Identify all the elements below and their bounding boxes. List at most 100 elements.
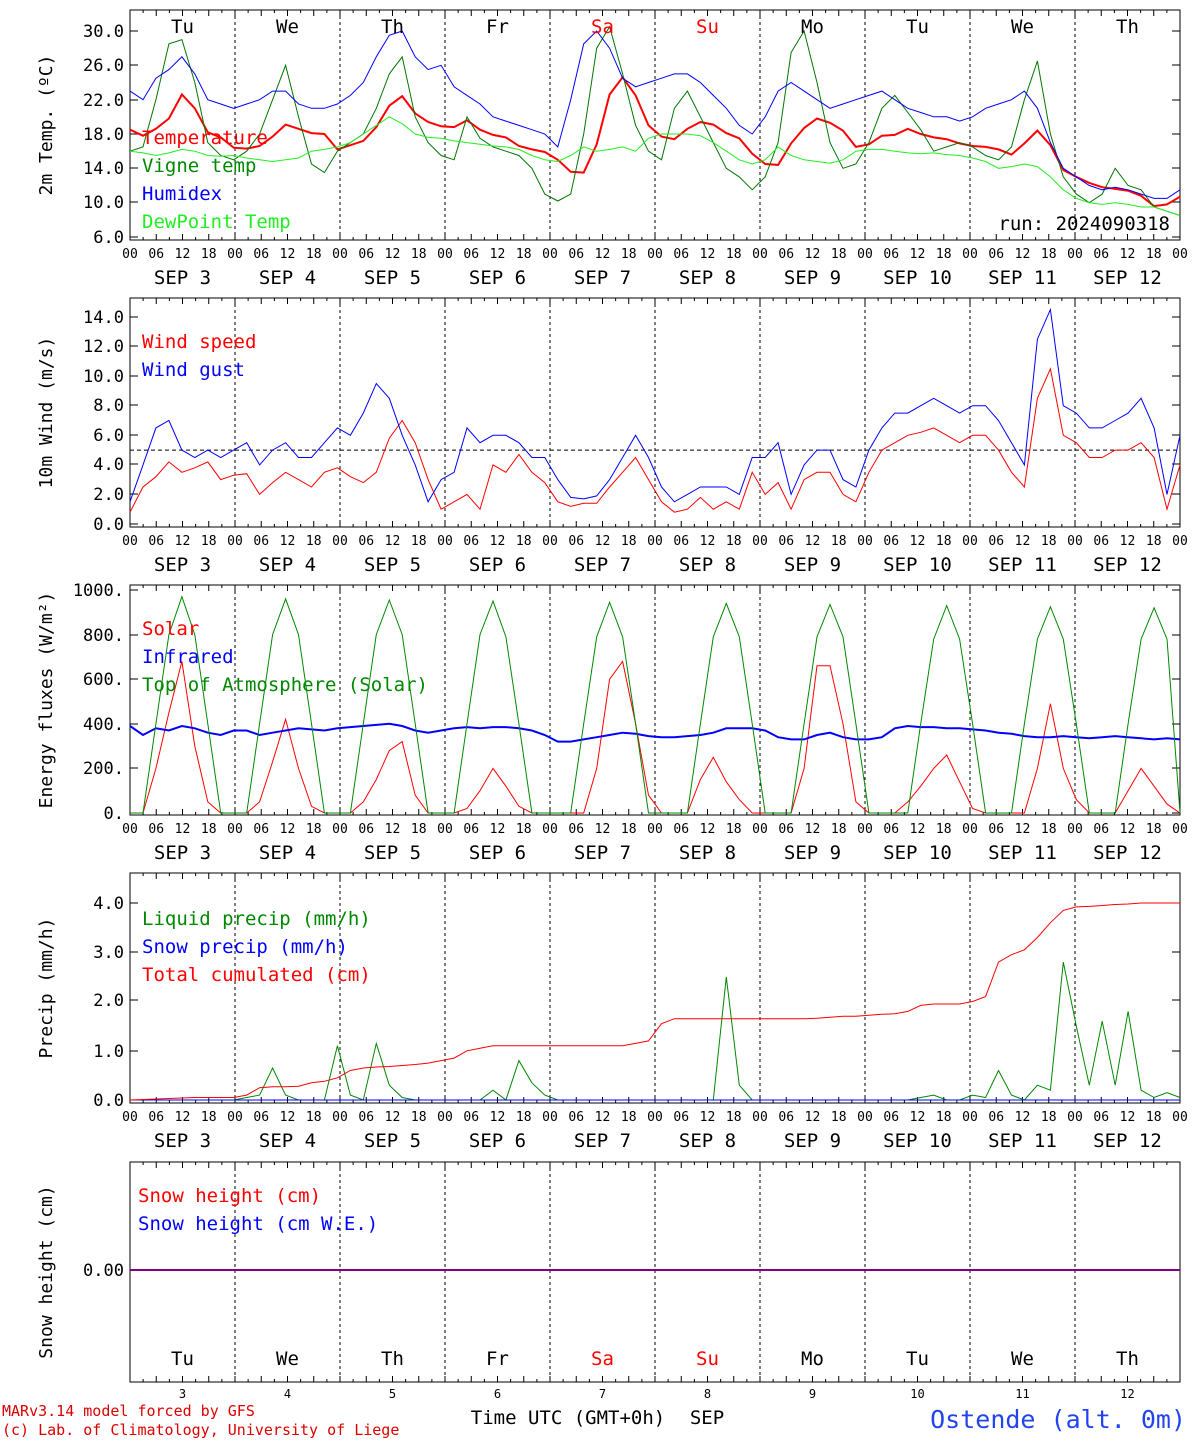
date-label: SEP 8 (679, 267, 736, 289)
hour-label: 00 (647, 822, 663, 837)
hour-label: 06 (988, 247, 1004, 262)
hour-label: 18 (936, 247, 952, 262)
day-of-week-label: Sa (591, 1348, 614, 1370)
legend-entry: Infrared (142, 646, 234, 668)
hour-label: 18 (411, 247, 427, 262)
day-number-label: 8 (704, 1387, 711, 1401)
hour-label: 06 (463, 822, 479, 837)
day-of-week-label: Fr (486, 16, 509, 38)
day-of-week-label: Th (1116, 16, 1139, 38)
day-number-label: 6 (494, 1387, 501, 1401)
date-label: SEP 5 (364, 554, 421, 576)
hour-label: 18 (306, 247, 322, 262)
date-label: SEP 6 (469, 267, 526, 289)
hour-label: 18 (411, 1110, 427, 1125)
date-label: SEP 9 (784, 1130, 841, 1152)
hour-label: 12 (490, 1110, 506, 1125)
legend-entry: Snow precip (mm/h) (142, 936, 348, 958)
hour-label: 00 (1172, 822, 1188, 837)
day-of-week-label: Th (1116, 1348, 1139, 1370)
day-of-week-label: Tu (906, 1348, 929, 1370)
hour-label: 00 (437, 247, 453, 262)
hour-label: 18 (621, 247, 637, 262)
day-number-label: 9 (809, 1387, 816, 1401)
date-label: SEP 11 (988, 267, 1057, 289)
day-number-label: 3 (179, 1387, 186, 1401)
hour-label: 12 (700, 1110, 716, 1125)
y-tick-label: 6.0 (93, 228, 124, 248)
hour-label: 06 (253, 534, 269, 549)
hour-label: 12 (385, 1110, 401, 1125)
y-tick-label: 4.0 (93, 894, 124, 914)
hour-label: 06 (673, 247, 689, 262)
date-label: SEP 12 (1093, 842, 1162, 864)
hour-label: 00 (647, 534, 663, 549)
date-label: SEP 8 (679, 554, 736, 576)
y-tick-label: 2.0 (93, 485, 124, 505)
hour-label: 12 (490, 822, 506, 837)
date-label: SEP 3 (154, 554, 211, 576)
hour-label: 12 (1120, 1110, 1136, 1125)
hour-label: 06 (148, 534, 164, 549)
series-line-wind-speed (129, 367, 1181, 513)
hour-label: 00 (647, 1110, 663, 1125)
hour-label: 06 (883, 822, 899, 837)
hour-label: 12 (1120, 534, 1136, 549)
legend-entry: Wind gust (142, 359, 245, 381)
hour-label: 06 (883, 247, 899, 262)
hour-label: 06 (568, 534, 584, 549)
hour-label: 00 (1067, 1110, 1083, 1125)
hour-label: 12 (700, 534, 716, 549)
day-of-week-label: Tu (171, 16, 194, 38)
hour-label: 18 (1041, 247, 1057, 262)
date-label: SEP 11 (988, 554, 1057, 576)
date-label: SEP 8 (679, 1130, 736, 1152)
hour-label: 18 (1146, 1110, 1162, 1125)
date-label: SEP 8 (679, 842, 736, 864)
hour-label: 12 (910, 822, 926, 837)
date-label: SEP 4 (259, 842, 316, 864)
day-of-week-label: We (276, 1348, 299, 1370)
date-label: SEP 4 (259, 1130, 316, 1152)
hour-label: 06 (253, 1110, 269, 1125)
hour-label: 00 (962, 1110, 978, 1125)
hour-label: 12 (280, 247, 296, 262)
date-label: SEP 10 (883, 842, 952, 864)
hour-label: 06 (1093, 247, 1109, 262)
y-tick-label: 14.0 (83, 159, 124, 179)
y-tick-label: 0.0 (93, 1091, 124, 1111)
hour-label: 06 (988, 1110, 1004, 1125)
hour-label: 00 (542, 822, 558, 837)
hour-label: 00 (1067, 534, 1083, 549)
hour-label: 06 (358, 1110, 374, 1125)
y-axis-label: Precip (mm/h) (36, 918, 57, 1059)
hour-label: 18 (1041, 822, 1057, 837)
y-tick-label: 1.0 (93, 1042, 124, 1062)
hour-label: 12 (700, 822, 716, 837)
y-tick-label: 10.0 (83, 367, 124, 387)
y-tick-label: 0.0 (93, 515, 124, 535)
hour-label: 12 (595, 1110, 611, 1125)
day-of-week-label: We (276, 16, 299, 38)
y-tick-label: 26.0 (83, 56, 124, 76)
y-tick-label: 18.0 (83, 125, 124, 145)
hour-label: 00 (752, 247, 768, 262)
date-label: SEP 11 (988, 1130, 1057, 1152)
day-number-label: 7 (599, 1387, 606, 1401)
lab-credit: (c) Lab. of Climatology, University of L… (2, 1421, 399, 1439)
hour-label: 00 (752, 534, 768, 549)
hour-label: 00 (1172, 247, 1188, 262)
hour-label: 06 (778, 1110, 794, 1125)
hour-label: 06 (673, 534, 689, 549)
hour-label: 06 (988, 534, 1004, 549)
hour-label: 06 (463, 534, 479, 549)
legend-entry: Vigne temp (142, 155, 256, 177)
legend-entry: Temperature (142, 127, 268, 149)
y-tick-label: 14.0 (83, 308, 124, 328)
hour-label: 06 (253, 822, 269, 837)
date-label: SEP 4 (259, 267, 316, 289)
series-line-dewpoint-temp (129, 116, 1181, 216)
date-label: SEP 5 (364, 842, 421, 864)
hour-label: 06 (148, 822, 164, 837)
